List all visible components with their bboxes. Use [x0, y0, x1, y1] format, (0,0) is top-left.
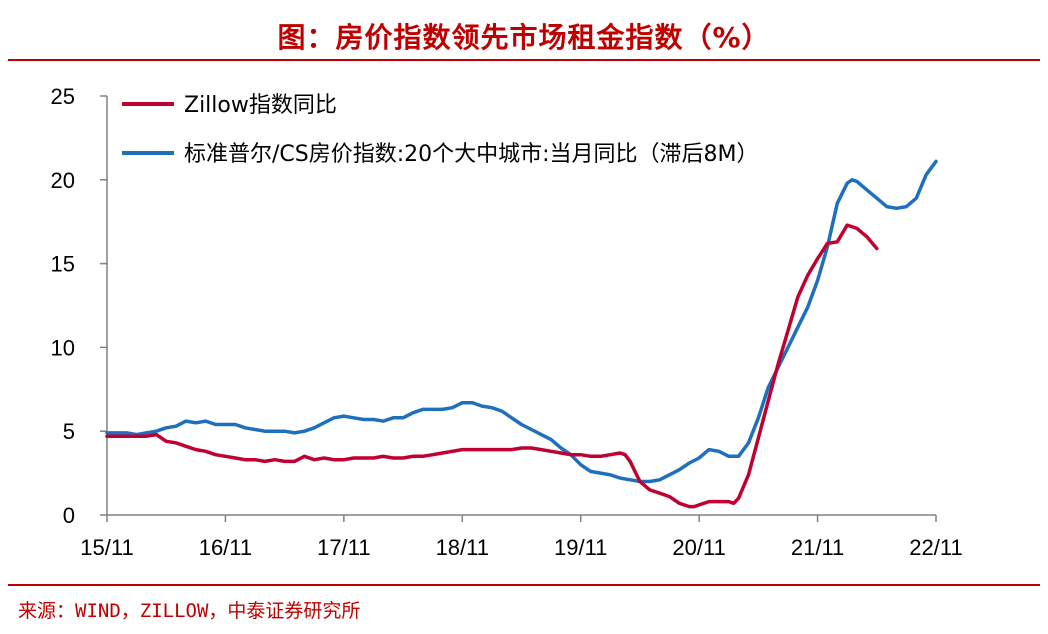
- x-tick-label: 19/11: [554, 535, 607, 560]
- x-tick-label: 22/11: [909, 535, 962, 560]
- y-tick-label: 5: [63, 419, 75, 444]
- source-divider: [8, 584, 1040, 586]
- y-tick-label: 20: [51, 168, 75, 193]
- y-tick-label: 10: [51, 335, 75, 360]
- chart-series: [105, 159, 938, 509]
- page-title: 图：房价指数领先市场租金指数（%）: [277, 21, 771, 54]
- x-tick-label: 18/11: [436, 535, 489, 560]
- y-tick-label: 25: [51, 84, 75, 109]
- legend-label-0: Zillow指数同比: [184, 93, 337, 118]
- x-tick-label: 20/11: [672, 535, 725, 560]
- x-tick-label: 16/11: [199, 535, 252, 560]
- y-tick-label: 0: [63, 503, 75, 528]
- series-line-1: [105, 159, 938, 484]
- legend-label-1: 标准普尔/CS房价指数:20个大中城市:当月同比（滞后8M）: [184, 142, 759, 167]
- title-divider: [8, 59, 1040, 61]
- source-note: 来源：WIND，ZILLOW，中泰证券研究所: [18, 600, 361, 622]
- y-tick-label: 15: [51, 252, 75, 277]
- series-line-0: [105, 223, 879, 509]
- chart-axes: 0 5 10 15 20 25 15/11 16/11 17/11 18/11 19/11 20/11…: [51, 84, 963, 560]
- x-tick-label: 15/11: [80, 535, 133, 560]
- x-tick-label: 17/11: [317, 535, 370, 560]
- x-tick-label: 21/11: [791, 535, 844, 560]
